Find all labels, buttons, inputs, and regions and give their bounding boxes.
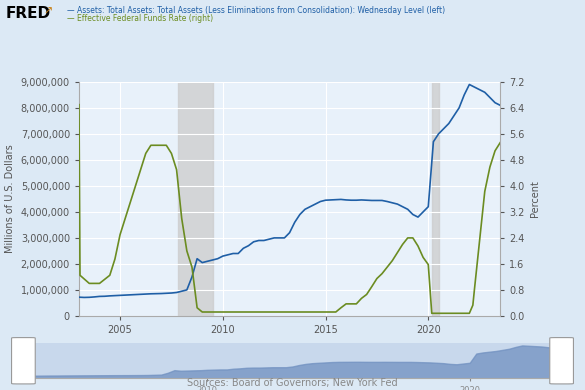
Text: — Effective Federal Funds Rate (right): — Effective Federal Funds Rate (right) <box>67 14 214 23</box>
Text: Sources: Board of Governors; New York Fed: Sources: Board of Governors; New York Fe… <box>187 378 398 388</box>
Bar <box>178 82 212 316</box>
Text: ↗: ↗ <box>44 7 53 17</box>
Text: FRED: FRED <box>6 6 51 21</box>
FancyBboxPatch shape <box>550 338 573 384</box>
Y-axis label: Millions of U.S. Dollars: Millions of U.S. Dollars <box>5 145 15 253</box>
FancyBboxPatch shape <box>12 338 35 384</box>
Text: — Assets: Total Assets: Total Assets (Less Eliminations from Consolidation): Wed: — Assets: Total Assets: Total Assets (Le… <box>67 6 445 15</box>
Bar <box>432 82 439 316</box>
Y-axis label: Percent: Percent <box>530 181 541 217</box>
